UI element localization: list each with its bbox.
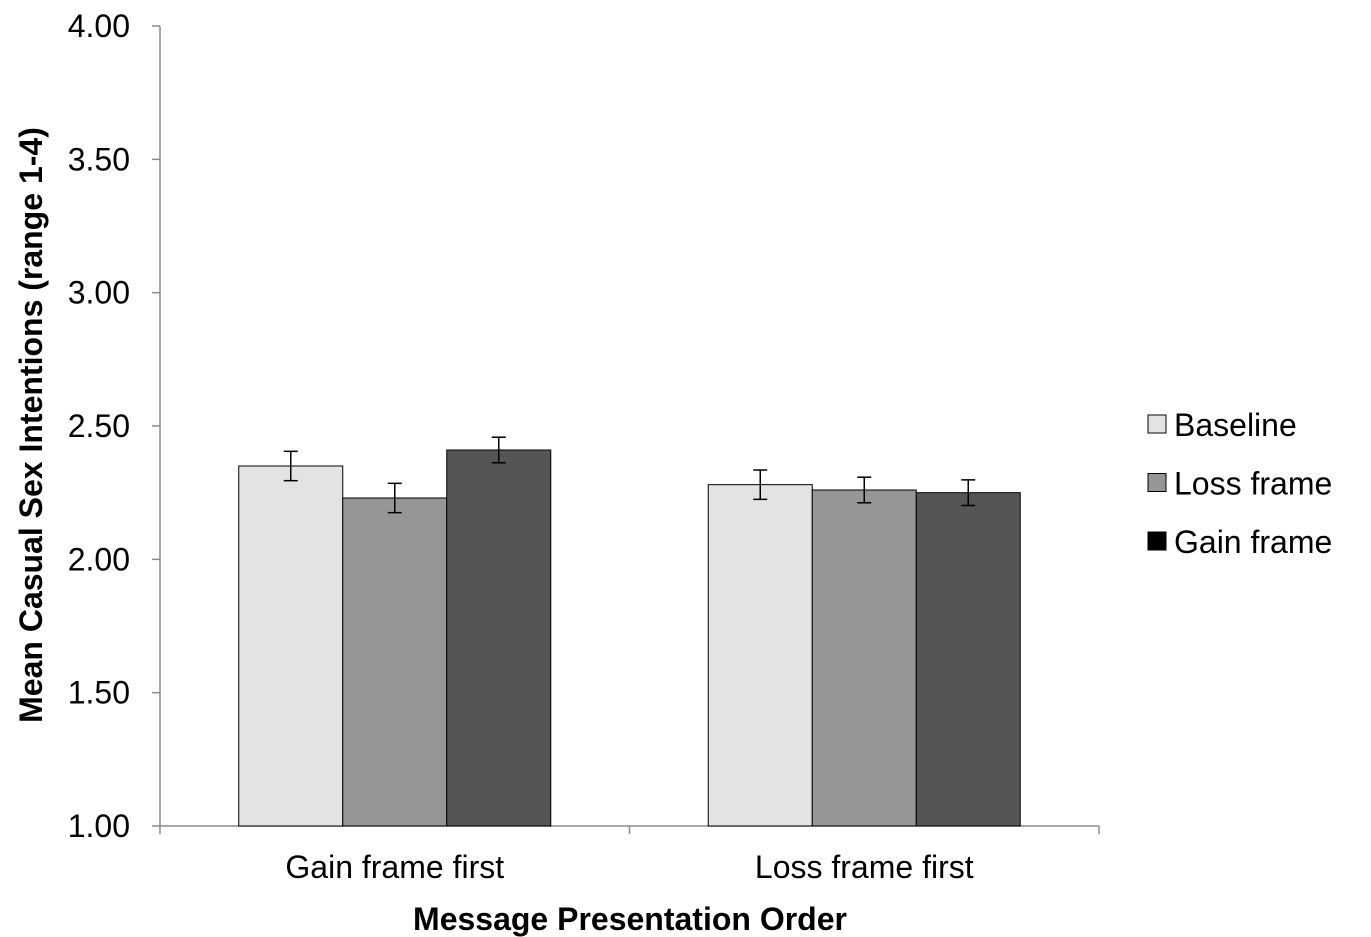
error-bar [387, 482, 402, 514]
error-bars [283, 436, 976, 514]
y-tick-label: 1.50 [68, 675, 130, 711]
error-bar [857, 476, 872, 504]
x-axis [159, 825, 1100, 834]
y-tick-label: 3.50 [68, 141, 130, 177]
bar-gain-frame-2 [915, 492, 1021, 827]
y-tick-labels: 1.00 1.50 2.00 2.50 3.00 3.50 4.00 [68, 8, 130, 844]
error-bar [491, 436, 506, 464]
legend-swatch [1147, 473, 1167, 492]
bar-gain-frame-1 [446, 449, 552, 827]
legend-swatch [1147, 531, 1167, 551]
bar-baseline-2 [707, 484, 813, 827]
y-tick-label: 2.50 [68, 408, 130, 444]
y-tick-label: 3.00 [68, 275, 130, 311]
bars [238, 449, 1021, 827]
error-bar [961, 479, 976, 507]
legend-label: Gain frame [1174, 524, 1332, 560]
legend-swatch [1147, 414, 1167, 434]
bar-loss-frame-2 [811, 489, 917, 827]
category-label: Loss frame first [755, 849, 974, 885]
legend-item: Loss frame [1147, 466, 1332, 502]
category-label: Gain frame first [285, 849, 504, 885]
category-labels: Gain frame first Loss frame first [285, 849, 973, 885]
y-axis-title: Mean Casual Sex Intentions (range 1-4) [13, 127, 49, 723]
y-tick-label: 1.00 [68, 808, 130, 844]
legend-label: Baseline [1174, 407, 1297, 443]
legend-item: Baseline [1147, 407, 1297, 443]
bar-baseline-1 [238, 465, 344, 827]
y-axis [152, 25, 161, 827]
legend-item: Gain frame [1147, 524, 1332, 560]
legend-label: Loss frame [1174, 466, 1332, 502]
y-tick-label: 2.00 [68, 541, 130, 577]
legend: Baseline Loss frame Gain frame [1147, 407, 1332, 560]
bar-loss-frame-1 [342, 497, 448, 827]
y-tick-label: 4.00 [68, 8, 130, 44]
error-bar [753, 469, 768, 501]
x-axis-title: Message Presentation Order [413, 901, 847, 937]
error-bar [283, 450, 298, 482]
